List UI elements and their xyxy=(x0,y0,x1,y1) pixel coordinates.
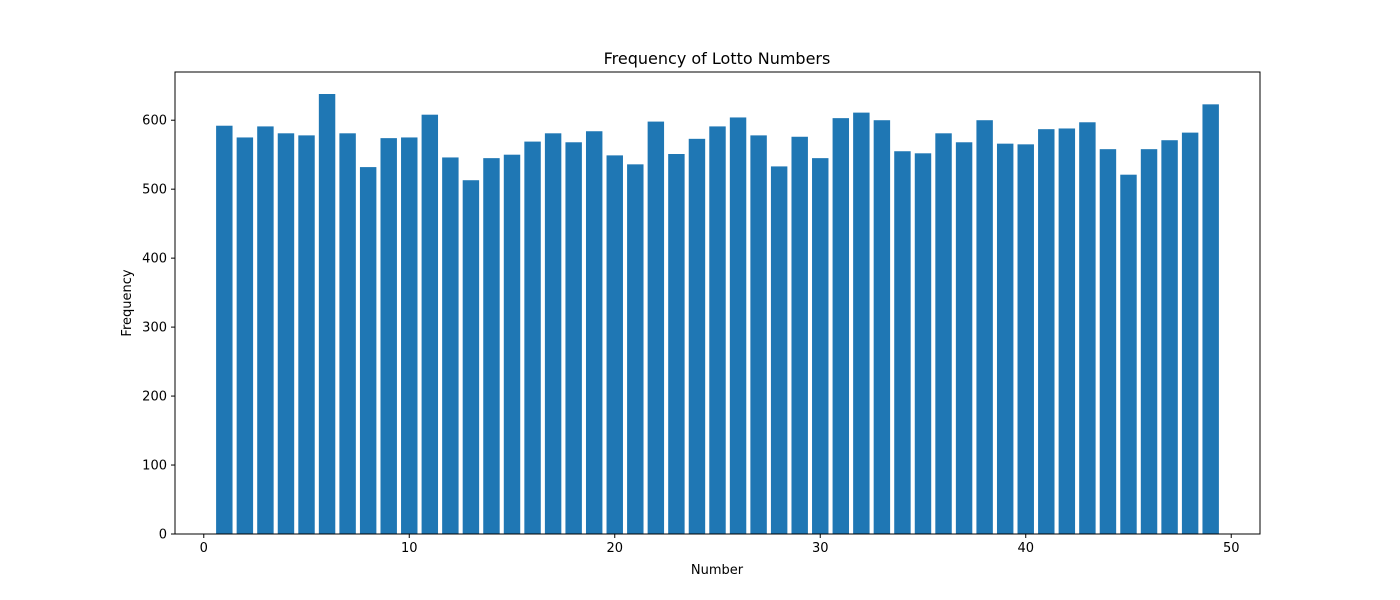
bar-31 xyxy=(832,118,850,534)
bar-35 xyxy=(914,153,932,534)
bar-9 xyxy=(380,138,397,534)
bar-11 xyxy=(421,114,439,534)
x-tick-label: 30 xyxy=(812,541,829,556)
chart-title: Frequency of Lotto Numbers xyxy=(604,49,831,68)
x-tick-label: 40 xyxy=(1017,541,1034,556)
bar-37 xyxy=(955,142,973,534)
bar-7 xyxy=(339,133,356,534)
bar-12 xyxy=(442,157,459,534)
bar-2 xyxy=(236,137,254,534)
bar-15 xyxy=(503,154,521,534)
y-axis-label: Frequency xyxy=(120,269,135,336)
y-axis-ticks: 0 100 200 300 400 500 600 xyxy=(142,114,175,543)
bars xyxy=(216,94,1219,535)
bar-33 xyxy=(873,120,891,535)
bar-41 xyxy=(1038,129,1055,535)
bar-18 xyxy=(565,142,582,534)
bar-45 xyxy=(1120,174,1137,534)
bar-16 xyxy=(524,141,541,534)
bar-39 xyxy=(996,143,1014,534)
y-tick-label: 0 xyxy=(159,528,167,543)
bar-4 xyxy=(277,133,295,534)
bar-46 xyxy=(1140,149,1158,535)
bar-40 xyxy=(1017,144,1034,534)
y-tick-label: 500 xyxy=(142,183,167,198)
bar-21 xyxy=(627,164,644,534)
bar-27 xyxy=(750,135,767,534)
bar-28 xyxy=(770,166,788,534)
plot-frame xyxy=(174,71,1261,535)
bar-34 xyxy=(894,151,911,535)
bar-20 xyxy=(606,155,623,534)
bar-24 xyxy=(688,138,706,534)
bar-17 xyxy=(544,133,562,534)
bar-22 xyxy=(647,121,665,534)
bar-44 xyxy=(1099,149,1117,535)
bar-38 xyxy=(976,120,993,535)
y-tick-label: 200 xyxy=(142,390,167,405)
y-tick-label: 600 xyxy=(142,114,167,129)
bar-36 xyxy=(935,133,952,534)
bar-10 xyxy=(401,137,418,534)
bar-13 xyxy=(462,180,480,534)
bar-8 xyxy=(359,167,377,534)
bar-5 xyxy=(298,135,315,534)
y-tick-label: 100 xyxy=(142,459,167,474)
bar-25 xyxy=(709,126,726,534)
bar-1 xyxy=(216,125,233,534)
x-axis-ticks: 0 10 20 30 40 50 xyxy=(200,534,1240,556)
bar-48 xyxy=(1181,132,1199,534)
x-tick-label: 10 xyxy=(401,541,418,556)
y-tick-label: 400 xyxy=(142,252,167,267)
bar-3 xyxy=(257,126,274,534)
bar-29 xyxy=(791,136,808,534)
bar-49 xyxy=(1202,104,1219,534)
x-tick-label: 0 xyxy=(200,541,208,556)
bar-6 xyxy=(318,94,336,534)
bar-30 xyxy=(812,158,829,534)
bar-32 xyxy=(853,112,870,535)
x-tick-label: 20 xyxy=(606,541,623,556)
x-tick-label: 50 xyxy=(1223,541,1240,556)
x-axis-label: Number xyxy=(691,563,744,578)
bar-26 xyxy=(729,117,747,534)
bar-42 xyxy=(1058,128,1076,535)
bar-23 xyxy=(668,154,685,534)
bar-47 xyxy=(1161,140,1178,534)
bar-14 xyxy=(483,158,500,534)
bar-19 xyxy=(585,131,603,535)
bar-43 xyxy=(1079,122,1096,534)
y-tick-label: 300 xyxy=(142,321,167,336)
